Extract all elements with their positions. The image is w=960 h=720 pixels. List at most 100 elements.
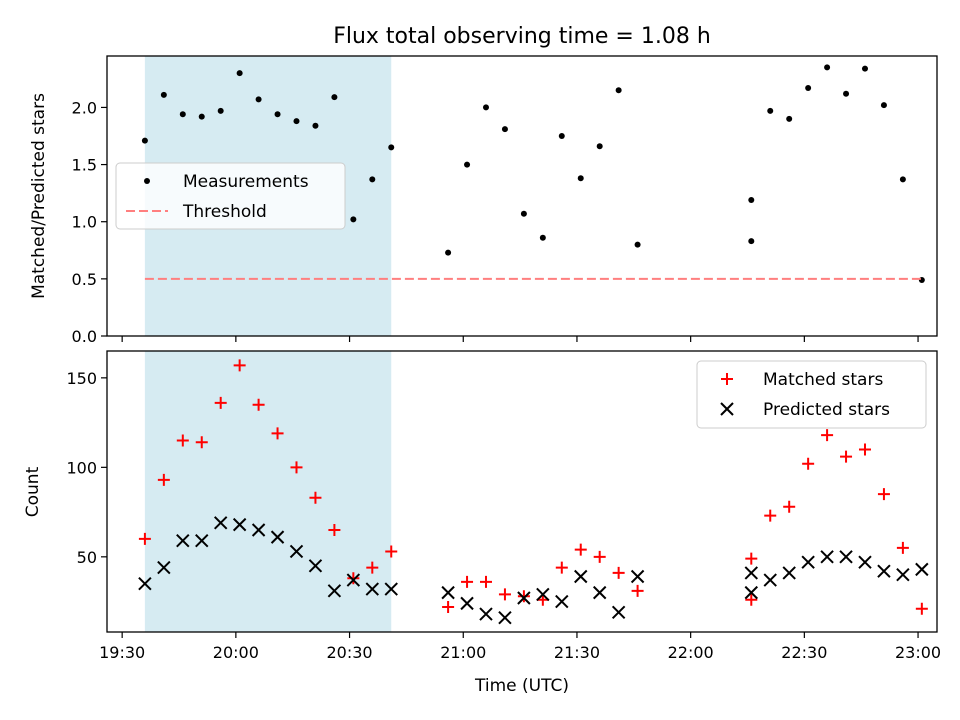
predicted-stars-point: [744, 585, 758, 600]
measurement-point: [255, 96, 262, 103]
measurement-point: [634, 241, 641, 248]
matched-stars-point: [517, 590, 530, 603]
count-x-tick-label: 22:00: [668, 643, 714, 662]
matched-stars-point: [385, 545, 398, 558]
measurement-point: [160, 91, 167, 98]
predicted-stars-point: [801, 555, 815, 569]
predicted-stars-point: [630, 569, 645, 584]
measurement-point: [501, 126, 508, 133]
predicted-stars-point: [839, 550, 853, 564]
matched-stars-point: [745, 552, 758, 565]
matched-stars-point: [271, 427, 284, 440]
predicted-stars-point: [270, 530, 285, 544]
predicted-stars-point: [327, 584, 342, 598]
measurement-point: [843, 90, 850, 97]
predicted-stars-point: [308, 559, 323, 573]
measurement-point: [236, 70, 243, 77]
ratio-plot-frame: [106, 55, 938, 337]
matched-stars-point: [214, 396, 227, 409]
matched-stars-point: [252, 398, 265, 411]
predicted-stars-point: [744, 566, 758, 580]
count-x-tick-label: 20:30: [327, 643, 373, 662]
predicted-stars-point: [441, 585, 455, 600]
predicted-stars-point: [782, 566, 796, 580]
predicted-stars-point: [498, 610, 512, 625]
measurement-point: [615, 87, 622, 94]
measurement-point: [861, 65, 868, 72]
matched-stars-point: [764, 509, 777, 522]
matched-stars-point: [915, 602, 928, 615]
predicted-stars-point: [555, 594, 569, 609]
matched-stars-point: [783, 500, 796, 513]
ratio-panel: 0.00.51.01.52.0 Matched/Predicted stars …: [29, 55, 938, 346]
legend-predicted-label: Predicted stars: [763, 400, 890, 420]
ratio-y-tick-label: 0.0: [72, 327, 97, 346]
matched-stars-point: [555, 561, 568, 574]
measurement-point: [824, 64, 831, 71]
measurement-point: [293, 118, 300, 125]
predicted-stars-point: [251, 523, 266, 537]
predicted-stars-point: [138, 576, 152, 591]
count-x-tick-label: 21:00: [440, 643, 486, 662]
matched-stars-point: [858, 443, 871, 456]
matched-stars-point: [442, 600, 455, 613]
matched-stars-point: [479, 575, 492, 588]
count-y-tick-label: 50: [77, 548, 97, 567]
predicted-stars-point: [574, 569, 588, 584]
predicted-stars-point: [460, 596, 474, 611]
measurement-point: [899, 176, 906, 183]
count-legend: Matched stars Predicted stars: [696, 360, 927, 429]
measurement-point: [805, 85, 812, 91]
count-y-axis-label: Count: [23, 466, 43, 517]
count-plot-frame: [106, 350, 938, 633]
predicted-stars-point: [176, 534, 190, 548]
ratio-y-axis-label: Matched/Predicted stars: [29, 93, 49, 299]
measurement-point: [520, 210, 527, 217]
matched-stars-point: [745, 593, 758, 606]
predicted-stars-point: [592, 585, 607, 600]
legend-measurements-marker: [144, 178, 150, 184]
measurement-point: [141, 137, 148, 144]
matched-stars-point: [612, 566, 625, 579]
matched-stars-point: [328, 523, 341, 536]
matched-stars-point: [157, 473, 170, 486]
legend-matched-marker: [721, 373, 733, 385]
chart-title: Flux total observing time = 1.08 h: [333, 24, 711, 49]
measurement-point: [880, 102, 887, 109]
predicted-stars-point: [877, 564, 891, 578]
legend-threshold-label: Threshold: [182, 202, 267, 222]
legend-predicted-marker: [720, 402, 734, 416]
matched-stars-point: [138, 532, 151, 545]
predicted-stars-point: [195, 534, 209, 548]
measurement-point: [274, 111, 281, 118]
matched-stars-point: [574, 543, 587, 556]
ratio-legend-box: [115, 162, 346, 230]
measurement-point: [539, 234, 546, 241]
measurement-point: [596, 143, 603, 150]
measurement-point: [464, 161, 471, 168]
predicted-stars-point: [346, 573, 361, 587]
measurement-point: [748, 238, 755, 245]
matched-stars-point: [233, 359, 246, 372]
matched-stars-point: [461, 575, 474, 588]
predicted-stars-point: [896, 568, 910, 582]
count-x-tick-label: 21:30: [554, 643, 600, 662]
measurement-point: [786, 115, 793, 122]
predicted-stars-point: [517, 591, 531, 605]
predicted-stars-point: [157, 560, 171, 575]
matched-stars-point: [896, 541, 909, 554]
count-panel: 50 100 150 19:30 20:00 20:30 21:00 21:30 22:00 2…: [23, 350, 941, 696]
legend-measurements-label: Measurements: [183, 172, 309, 192]
predicted-stars-point: [915, 562, 929, 577]
count-x-tick-label: 23:00: [895, 643, 941, 662]
matched-stars-point: [290, 461, 303, 474]
measurement-point: [748, 197, 755, 203]
predicted-stars-point: [820, 550, 834, 564]
measurement-point: [198, 113, 205, 120]
measurement-point: [558, 133, 565, 139]
measurement-point: [767, 107, 774, 114]
measurement-point: [179, 111, 186, 118]
count-x-tick-label: 20:00: [213, 643, 259, 662]
matched-stars-point: [877, 488, 890, 501]
predicted-stars-point: [289, 544, 304, 559]
